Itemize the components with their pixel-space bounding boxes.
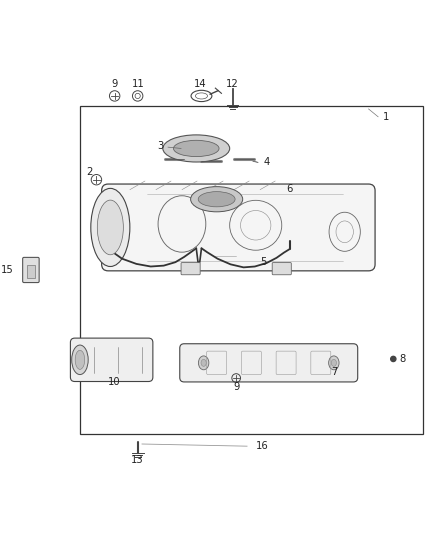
Bar bbox=[27, 265, 35, 278]
Text: 4: 4 bbox=[263, 157, 270, 167]
Text: 3: 3 bbox=[158, 141, 164, 151]
Ellipse shape bbox=[191, 187, 243, 212]
Text: 10: 10 bbox=[107, 376, 120, 386]
FancyBboxPatch shape bbox=[23, 257, 39, 282]
Ellipse shape bbox=[163, 135, 230, 162]
Text: 12: 12 bbox=[226, 79, 239, 89]
Ellipse shape bbox=[201, 359, 206, 366]
Circle shape bbox=[391, 357, 396, 361]
FancyBboxPatch shape bbox=[180, 344, 358, 382]
Ellipse shape bbox=[97, 200, 124, 255]
Ellipse shape bbox=[173, 140, 219, 157]
Text: 7: 7 bbox=[332, 367, 338, 376]
FancyBboxPatch shape bbox=[272, 263, 291, 274]
Bar bbox=[80, 106, 423, 433]
Text: 11: 11 bbox=[132, 79, 145, 89]
Ellipse shape bbox=[91, 188, 130, 266]
Text: 14: 14 bbox=[194, 79, 206, 89]
Ellipse shape bbox=[328, 356, 339, 370]
Ellipse shape bbox=[198, 356, 209, 370]
Text: 13: 13 bbox=[131, 455, 144, 465]
Ellipse shape bbox=[198, 192, 235, 207]
Text: 9: 9 bbox=[233, 382, 240, 392]
Text: 15: 15 bbox=[1, 265, 14, 275]
FancyBboxPatch shape bbox=[71, 338, 153, 382]
FancyBboxPatch shape bbox=[181, 263, 200, 274]
Ellipse shape bbox=[331, 359, 336, 366]
Text: 1: 1 bbox=[383, 112, 389, 122]
Text: 8: 8 bbox=[400, 354, 406, 364]
Text: 6: 6 bbox=[286, 184, 293, 194]
Text: 2: 2 bbox=[86, 167, 93, 177]
Ellipse shape bbox=[75, 350, 85, 369]
Text: 16: 16 bbox=[256, 441, 268, 451]
Ellipse shape bbox=[72, 345, 88, 375]
Text: 9: 9 bbox=[112, 79, 118, 89]
Text: 5: 5 bbox=[260, 257, 267, 267]
FancyBboxPatch shape bbox=[102, 184, 375, 271]
